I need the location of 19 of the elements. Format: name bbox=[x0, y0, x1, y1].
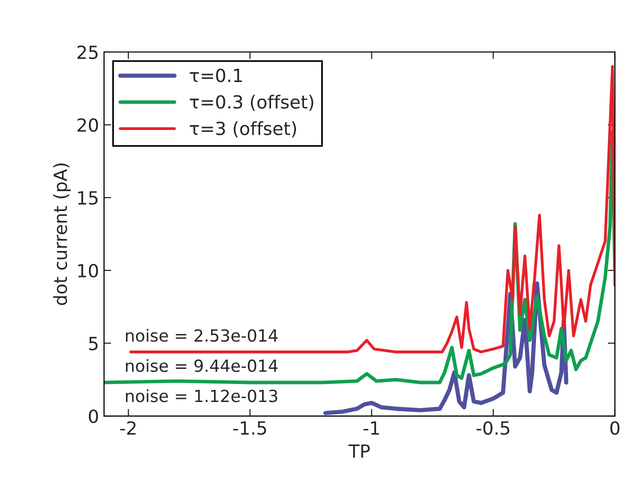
annotation: noise = 1.12e-013 bbox=[126, 389, 278, 402]
legend-label: τ=0.3 (offset) bbox=[190, 94, 314, 111]
y-tick-label: 15 bbox=[78, 191, 98, 205]
legend-label: τ=3 (offset) bbox=[190, 121, 296, 138]
x-axis-title: TP bbox=[348, 444, 370, 458]
x-tick-label: 0 bbox=[610, 421, 620, 435]
y-tick-label: 10 bbox=[78, 264, 98, 278]
x-tick-label: -0.5 bbox=[476, 421, 510, 435]
x-tick-label: -2 bbox=[120, 421, 136, 435]
y-axis-title: dot current (pA) bbox=[53, 164, 71, 306]
annotation: noise = 2.53e-014 bbox=[126, 328, 278, 342]
y-tick-label: 20 bbox=[78, 118, 98, 132]
y-tick-label: 25 bbox=[78, 45, 98, 60]
legend-label: τ=0.1 bbox=[190, 68, 242, 82]
y-tick-label: 0 bbox=[88, 409, 98, 424]
y-tick-label: 5 bbox=[89, 336, 98, 350]
x-tick-label: -1 bbox=[364, 421, 379, 435]
x-tick-label: -1.5 bbox=[233, 421, 266, 435]
annotation: noise = 9.44e-014 bbox=[126, 359, 278, 372]
